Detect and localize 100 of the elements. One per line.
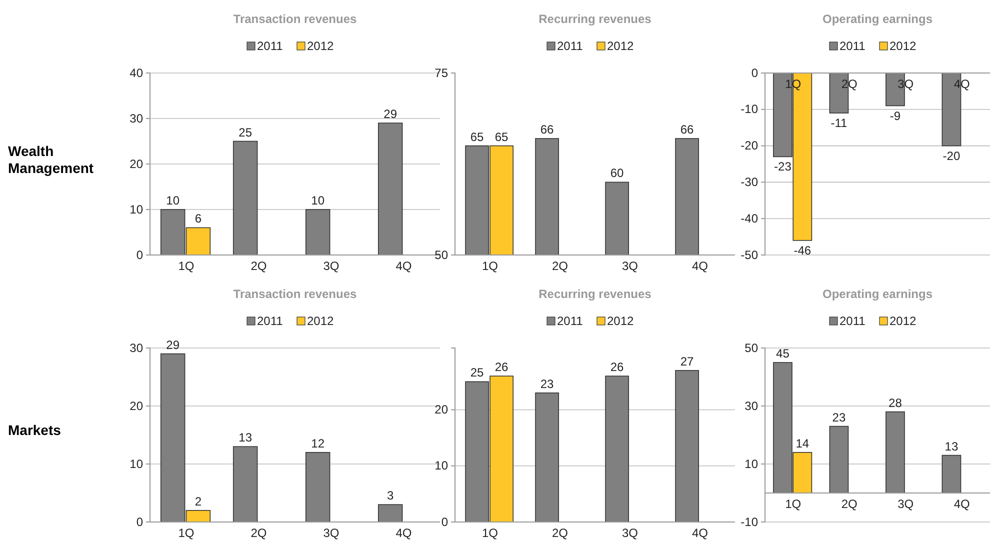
- data-label: 45: [776, 346, 790, 360]
- data-label: 29: [384, 107, 398, 122]
- x-tick-label: 3Q: [898, 497, 914, 511]
- x-tick-label: 4Q: [396, 259, 412, 273]
- x-tick-label: 3Q: [622, 526, 638, 540]
- y-tick-label: 10: [744, 456, 758, 471]
- y-tick-label: 50: [434, 248, 448, 262]
- y-tick-label: 10: [130, 456, 144, 471]
- data-label: 13: [944, 439, 958, 454]
- legend-label: 2011: [840, 314, 866, 328]
- chart-title: Operating earnings: [822, 12, 933, 26]
- x-tick-label: 1Q: [178, 526, 194, 540]
- x-tick-label: 4Q: [692, 526, 708, 540]
- legend-label: 2011: [557, 39, 584, 53]
- bar: [886, 411, 905, 494]
- data-label: -11: [830, 116, 848, 130]
- bar: [829, 426, 849, 494]
- y-tick-label: 0: [441, 514, 448, 529]
- y-tick-label: 10: [434, 458, 448, 473]
- data-label: 13: [238, 430, 252, 445]
- legend-label: 2012: [607, 314, 634, 328]
- data-label: 23: [832, 410, 846, 424]
- y-tick-label: -10: [740, 102, 758, 116]
- data-label: -20: [942, 148, 960, 163]
- y-tick-label: 0: [751, 66, 758, 80]
- bar: [232, 140, 258, 256]
- data-label: 6: [194, 212, 202, 226]
- legend-label: 2011: [840, 39, 866, 53]
- x-tick-label: 2Q: [552, 259, 568, 273]
- chart-title: Recurring revenues: [538, 287, 652, 301]
- y-tick-label: 10: [130, 202, 144, 216]
- text: Markets: [8, 422, 62, 438]
- bar: [942, 454, 962, 494]
- y-tick-label: 30: [130, 340, 144, 355]
- y-tick-label: 0: [136, 514, 144, 529]
- x-tick-label: 2Q: [841, 497, 858, 511]
- y-tick-label: 0: [136, 248, 144, 262]
- data-label: 2: [194, 494, 202, 508]
- bar: [378, 504, 403, 522]
- x-tick-label: 2Q: [250, 259, 267, 273]
- legend-label: 2012: [307, 314, 334, 328]
- data-label: 66: [540, 122, 554, 137]
- y-tick-label: 50: [744, 340, 758, 355]
- data-label: 12: [311, 436, 325, 450]
- data-label: 10: [311, 194, 325, 208]
- data-label: -46: [794, 243, 812, 258]
- legend-label: 2012: [890, 39, 917, 53]
- bar: [305, 452, 330, 522]
- data-label: 65: [494, 130, 509, 144]
- data-label: 27: [680, 354, 694, 368]
- data-label: 10: [166, 194, 180, 208]
- bar: [232, 446, 258, 522]
- bar: [535, 392, 559, 522]
- bar: [378, 122, 403, 256]
- chart-title: Recurring revenues: [538, 12, 652, 26]
- y-tick-label: 30: [130, 111, 144, 126]
- y-tick-label: -20: [740, 138, 758, 153]
- y-tick-label: 75: [434, 66, 448, 80]
- legend-label: 2012: [890, 314, 917, 328]
- legend-label: 2011: [257, 39, 284, 53]
- y-tick-label: -30: [740, 175, 758, 190]
- legend-label: 2011: [257, 314, 284, 328]
- x-tick-label: 2Q: [552, 526, 568, 540]
- data-label: -9: [890, 108, 901, 123]
- x-tick-label: 1Q: [785, 497, 802, 511]
- data-label: 3: [386, 488, 394, 503]
- legend-label: 2012: [307, 39, 334, 53]
- y-tick-label: -10: [740, 514, 758, 529]
- x-tick-label: 3Q: [323, 259, 340, 273]
- data-label: 29: [166, 338, 180, 352]
- data-label: 28: [888, 396, 902, 410]
- data-label: 65: [470, 130, 484, 144]
- x-tick-label: 4Q: [692, 259, 708, 273]
- y-tick-label: 20: [130, 156, 144, 171]
- data-label: 66: [680, 122, 694, 137]
- data-label: 26: [494, 360, 509, 374]
- chart-title: Transaction revenues: [233, 12, 358, 26]
- data-label: 25: [470, 366, 484, 380]
- bar: [605, 376, 629, 522]
- data-label: 60: [610, 166, 624, 180]
- x-tick-label: 1Q: [482, 259, 498, 273]
- chart-title: Transaction revenues: [233, 287, 358, 301]
- data-label: 25: [238, 125, 252, 140]
- y-tick-label: 20: [130, 398, 144, 413]
- bar: [675, 370, 699, 522]
- y-tick-label: -40: [740, 211, 758, 226]
- data-label: -23: [774, 160, 792, 174]
- bar: [305, 209, 330, 256]
- y-tick-label: 20: [434, 402, 448, 417]
- text: Wealth Management: [8, 143, 94, 176]
- y-tick-label: 40: [130, 66, 144, 80]
- data-label: 14: [796, 436, 810, 450]
- data-label: 26: [610, 360, 624, 374]
- x-tick-label: 3Q: [622, 259, 638, 273]
- x-tick-label: 1Q: [482, 526, 498, 540]
- chart-title: Operating earnings: [822, 287, 933, 301]
- legend-label: 2012: [607, 39, 634, 53]
- x-tick-label: 1Q: [178, 259, 194, 273]
- x-tick-label: 3Q: [323, 526, 340, 540]
- x-tick-label: 4Q: [954, 497, 970, 511]
